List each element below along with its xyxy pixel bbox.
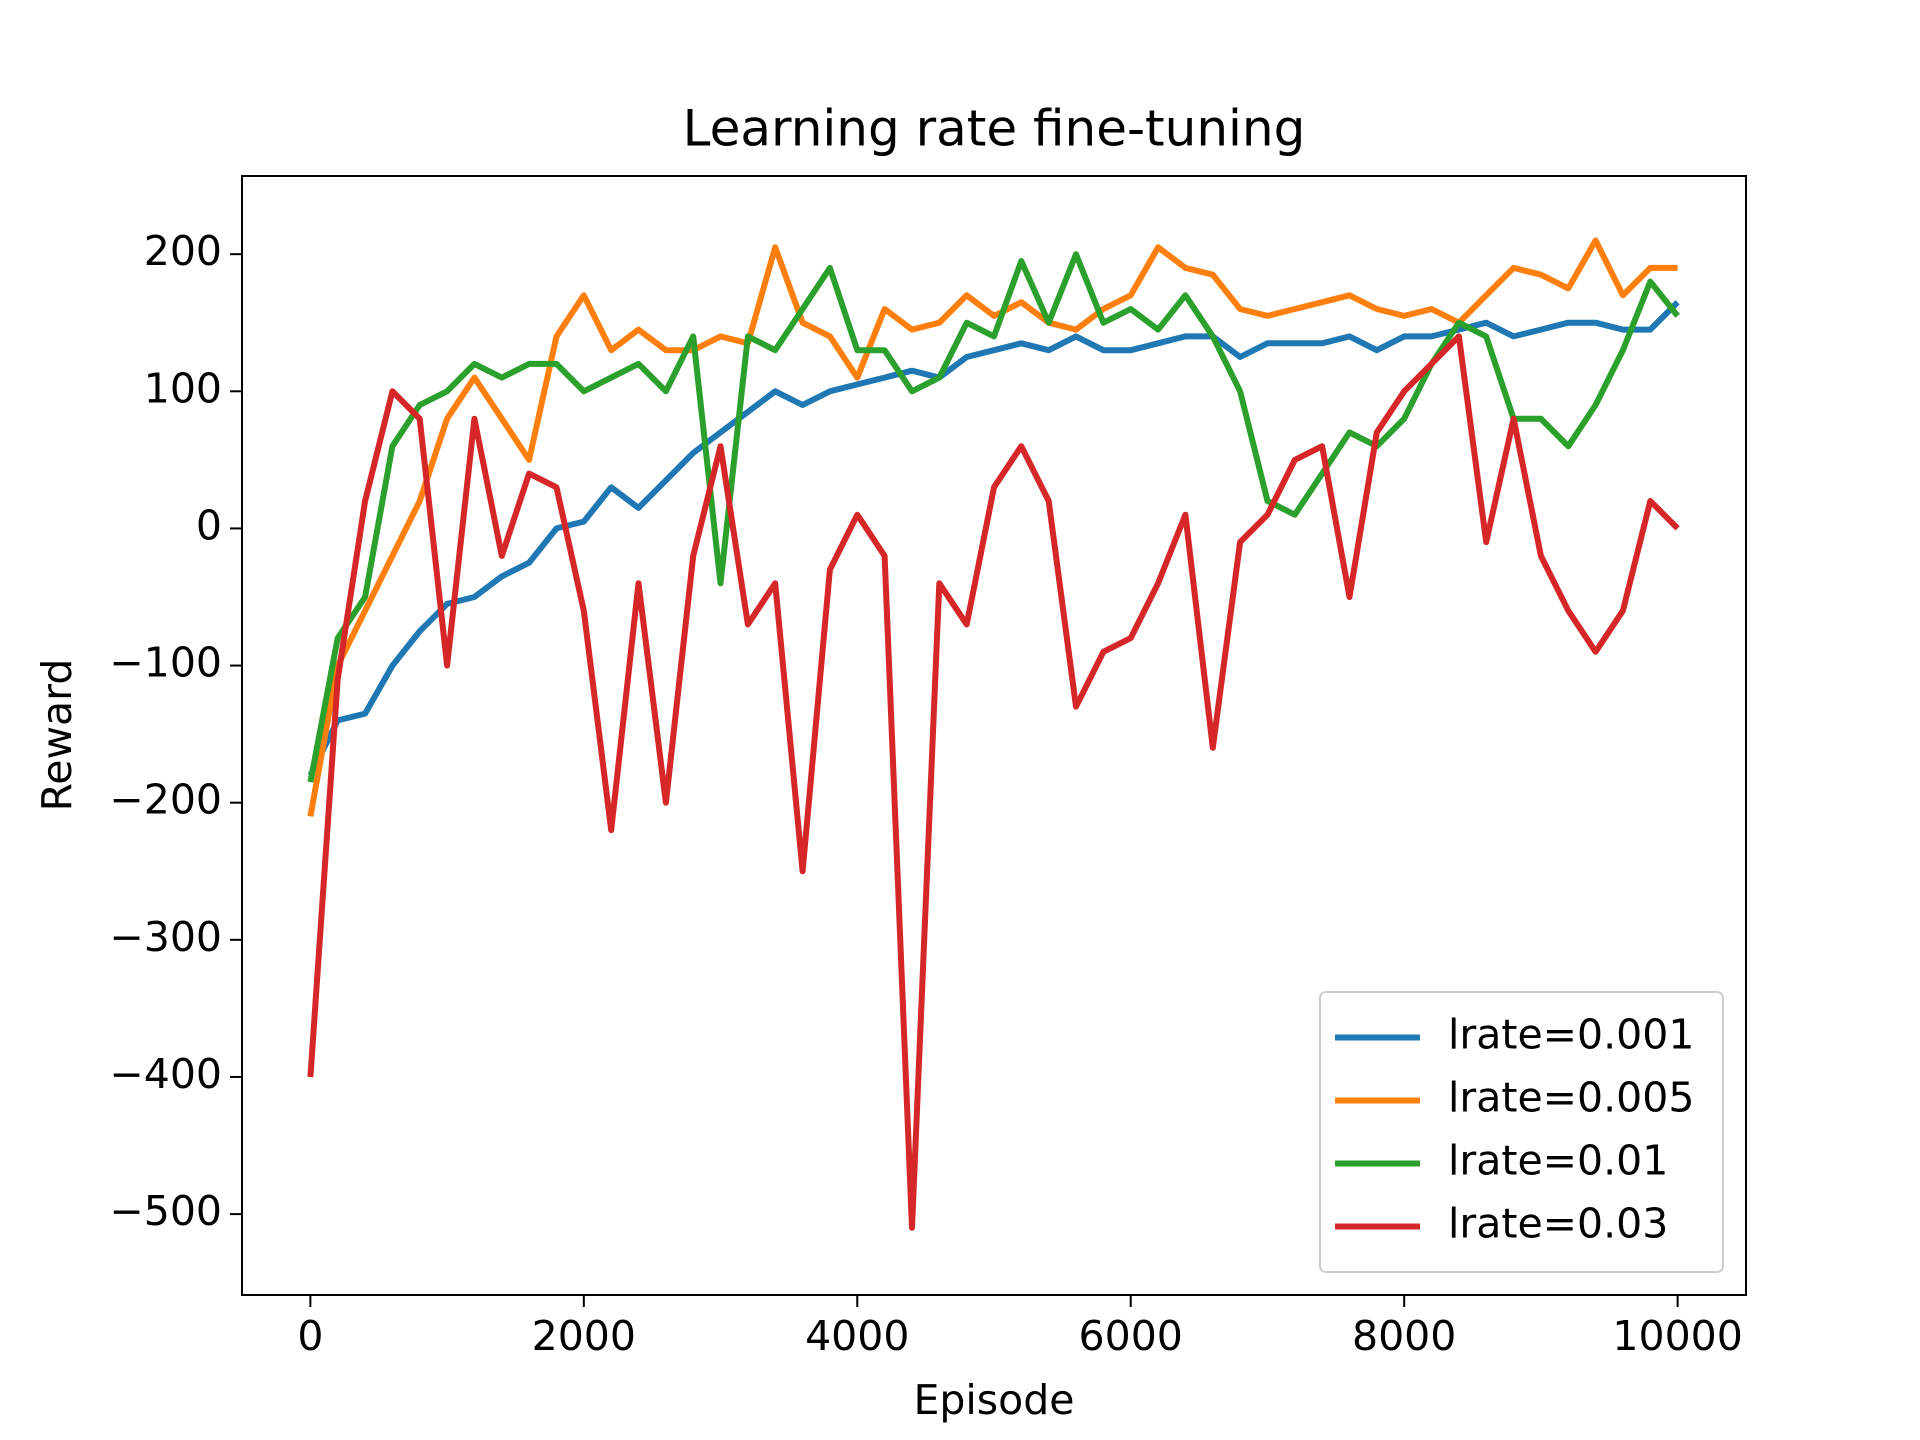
x-tick-label: 4000 — [805, 1312, 909, 1360]
x-tick-label: 10000 — [1612, 1312, 1742, 1360]
y-tick-label: −100 — [109, 639, 222, 687]
x-axis-label: Episode — [913, 1376, 1074, 1424]
legend-label: lrate=0.001 — [1448, 1011, 1694, 1059]
series-line — [307, 251, 1680, 783]
legend-label: lrate=0.03 — [1448, 1200, 1668, 1248]
y-tick-label: 200 — [144, 227, 222, 275]
legend-label: lrate=0.01 — [1448, 1137, 1668, 1185]
x-tick-label: 8000 — [1352, 1312, 1456, 1360]
y-axis-label: Reward — [33, 659, 81, 812]
plot-frame — [241, 175, 1747, 1296]
y-tick-label: 100 — [144, 364, 222, 412]
y-tick-label: −200 — [109, 776, 222, 824]
series-line — [307, 333, 1680, 1231]
legend-label: lrate=0.005 — [1448, 1074, 1694, 1122]
legend-box — [1319, 991, 1724, 1273]
y-tick-label: −500 — [109, 1187, 222, 1235]
x-tick-label: 2000 — [532, 1312, 636, 1360]
y-tick-label: −300 — [109, 913, 222, 961]
x-tick-label: 0 — [297, 1312, 323, 1360]
series-line — [307, 237, 1678, 817]
chart-title: Learning rate fine-tuning — [683, 100, 1306, 158]
y-tick-label: 0 — [196, 501, 222, 549]
x-tick-label: 6000 — [1079, 1312, 1183, 1360]
y-tick-label: −400 — [109, 1050, 222, 1098]
